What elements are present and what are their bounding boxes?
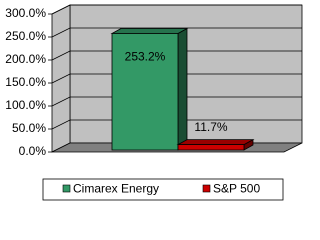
- bar-side: [177, 27, 188, 151]
- y-tick-label: 150.0%: [5, 75, 46, 89]
- grid-line: [51, 119, 302, 130]
- legend-swatch: [202, 184, 211, 193]
- bar: [176, 138, 255, 151]
- data-label: 253.2%: [125, 50, 166, 64]
- bar-top: [110, 28, 189, 34]
- y-tick-label: 50.0%: [12, 121, 46, 135]
- grid-line: [51, 27, 302, 38]
- grid-line: [51, 73, 302, 84]
- legend-label: Cimarex Energy: [73, 182, 159, 196]
- bar: [110, 27, 189, 151]
- grid-line: [51, 96, 302, 107]
- y-tick-label: 200.0%: [5, 52, 46, 66]
- legend-label: S&P 500: [213, 182, 260, 196]
- y-tick-label: 250.0%: [5, 29, 46, 43]
- chart: 0.0% 50.0% 100.0% 150.0% 200.0% 250.0% 300.0% 2…: [5, 4, 303, 201]
- y-tick-label: 100.0%: [5, 98, 46, 112]
- bar-front: [177, 144, 245, 151]
- bar-top: [176, 139, 255, 146]
- y-tick-label: 300.0%: [5, 6, 46, 20]
- data-label: 11.7%: [194, 120, 227, 134]
- y-tick-label: 0.0%: [19, 144, 47, 158]
- legend-swatch: [62, 184, 71, 193]
- grid-line: [51, 4, 302, 15]
- legend-box: [42, 178, 284, 201]
- grid-line: [51, 50, 302, 61]
